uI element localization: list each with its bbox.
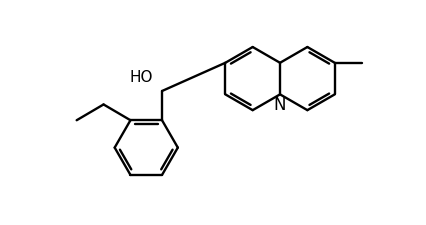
Text: N: N bbox=[273, 96, 285, 114]
Text: HO: HO bbox=[130, 70, 153, 85]
